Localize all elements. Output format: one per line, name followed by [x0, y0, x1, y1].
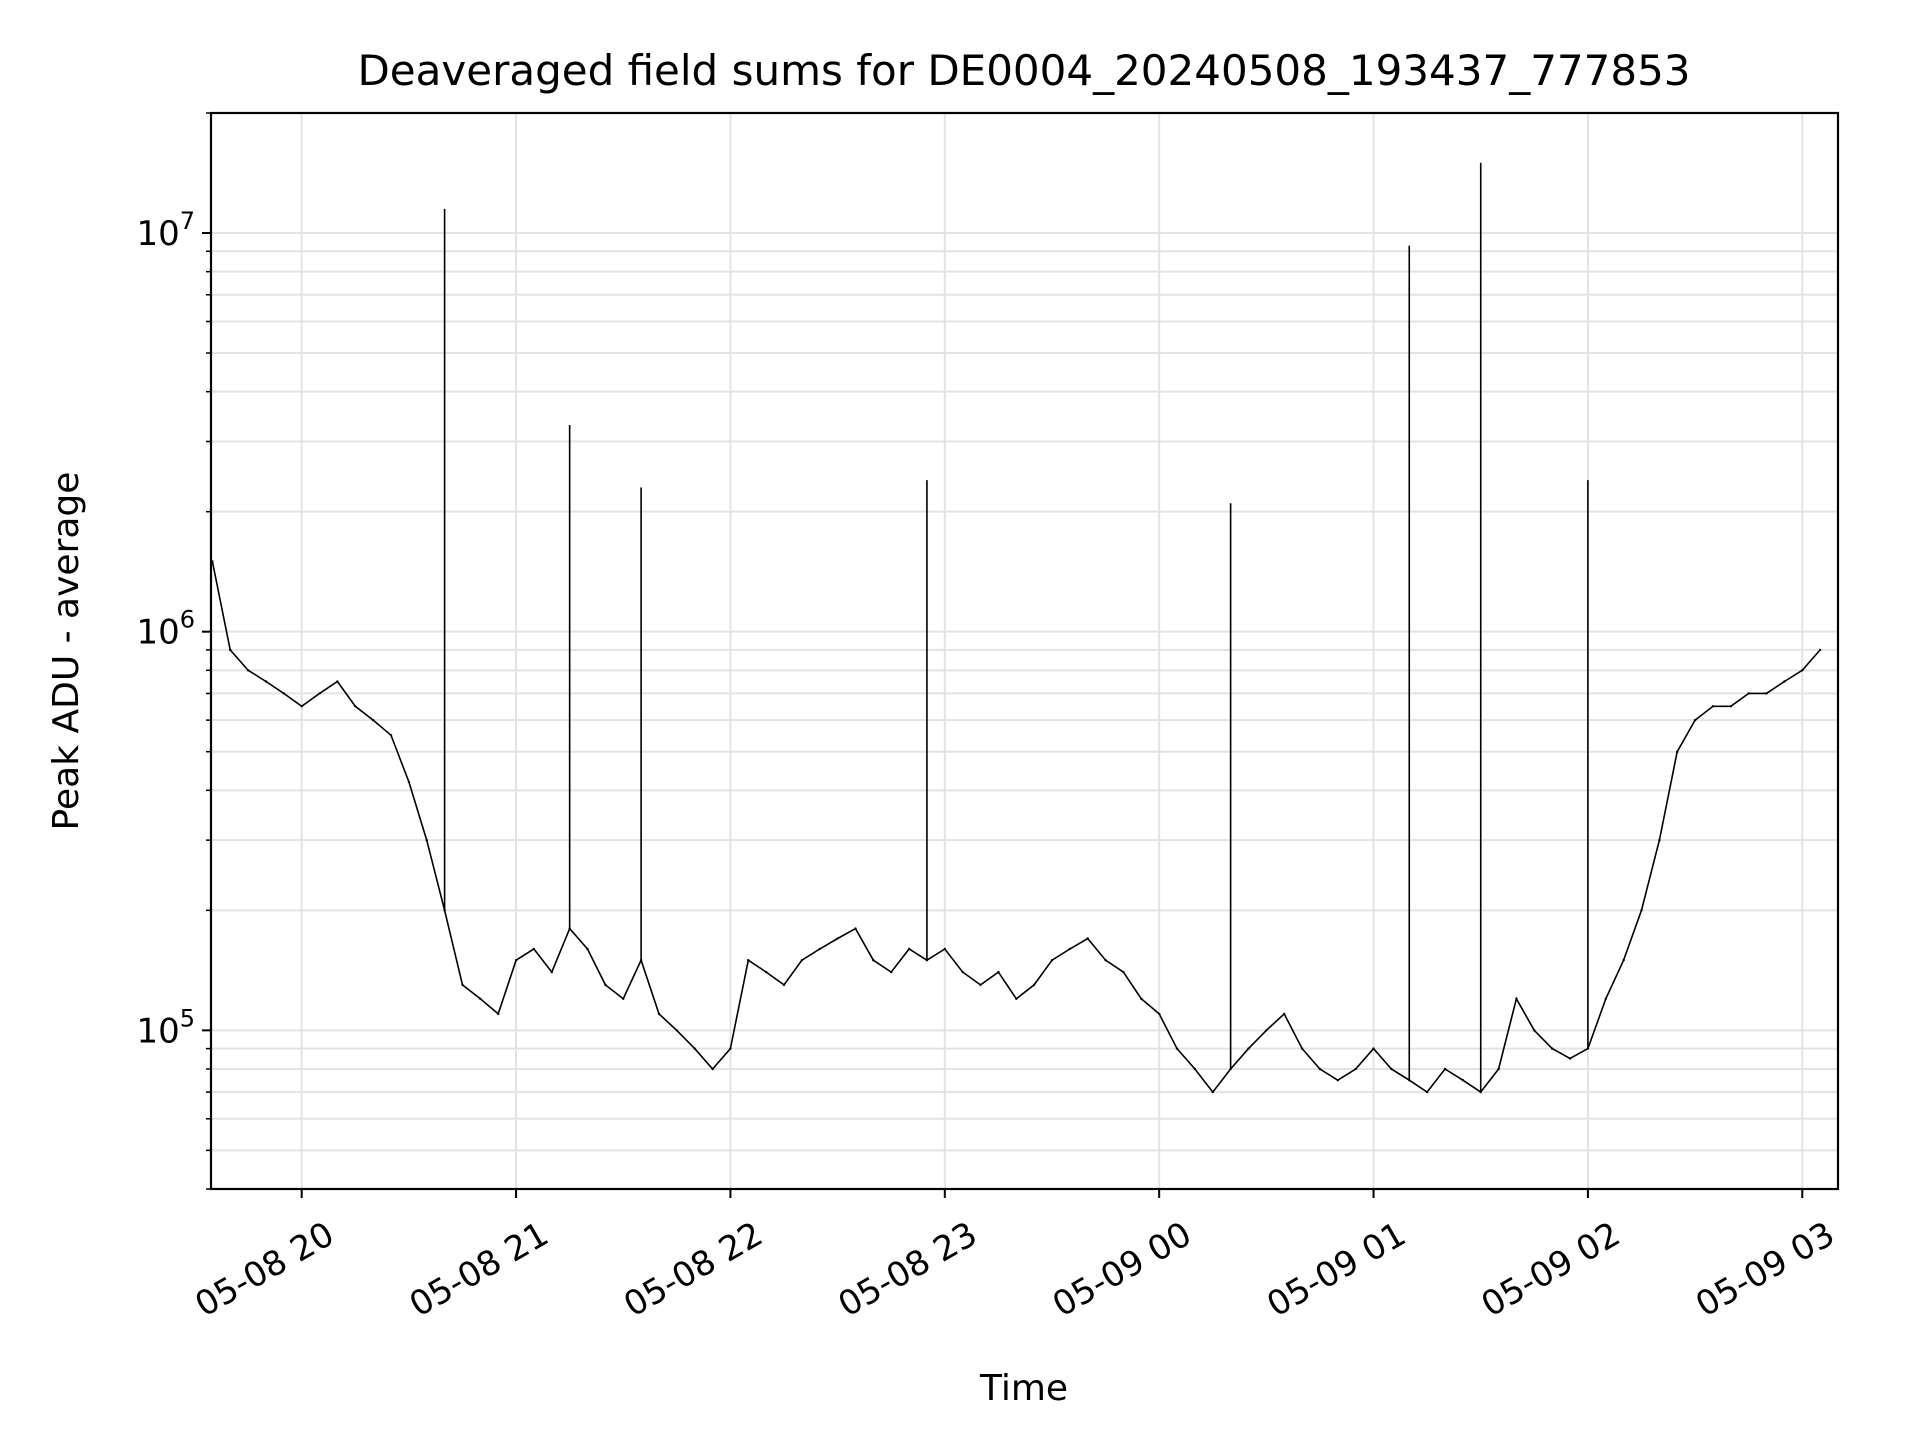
y-axis-label: Peak ADU - average	[46, 472, 87, 831]
data-point	[711, 1067, 714, 1071]
data-point	[246, 669, 250, 672]
data-point	[1247, 1047, 1250, 1050]
data-point	[1443, 1067, 1447, 1071]
data-point	[1801, 669, 1804, 672]
data-point	[979, 983, 982, 987]
data-point	[1015, 997, 1018, 1000]
series-layer	[211, 162, 1822, 1094]
data-point	[693, 1047, 696, 1050]
data-point	[907, 947, 911, 951]
data-point	[1265, 1029, 1268, 1032]
data-point	[622, 997, 625, 1000]
data-point	[997, 970, 1000, 974]
data-point	[1533, 1029, 1536, 1032]
data-point	[407, 780, 411, 784]
data-point	[1104, 959, 1107, 962]
data-point	[961, 970, 964, 974]
data-point	[282, 692, 285, 695]
y-tick-label: 107	[136, 207, 195, 254]
data-point	[1211, 1090, 1215, 1094]
data-point	[604, 983, 607, 987]
data-point	[1765, 692, 1768, 695]
data-point	[1818, 648, 1822, 652]
data-point	[514, 959, 518, 962]
data-point	[300, 705, 303, 708]
data-point	[229, 648, 232, 652]
data-point	[1336, 1079, 1340, 1082]
data-point	[1390, 1067, 1393, 1071]
data-point	[1658, 838, 1661, 842]
data-point	[1640, 909, 1643, 912]
data-point	[1032, 983, 1036, 987]
data-point	[1461, 1079, 1465, 1082]
data-point	[1568, 1057, 1572, 1060]
data-point	[586, 947, 589, 951]
data-point	[675, 1029, 678, 1032]
data-point	[1086, 937, 1089, 940]
data-point	[1783, 680, 1786, 683]
data-point	[1372, 1047, 1375, 1050]
data-point	[657, 1012, 661, 1016]
y-tick-exponent: 5	[180, 1004, 195, 1032]
data-point	[1300, 1047, 1304, 1050]
x-axis-label: Time	[979, 1368, 1068, 1409]
data-point	[1622, 959, 1625, 962]
data-point	[1354, 1067, 1357, 1071]
data-point	[461, 983, 464, 987]
data-point	[1122, 970, 1125, 974]
data-point	[1515, 997, 1518, 1000]
y-tick-base: 10	[136, 613, 179, 653]
y-tick-exponent: 6	[180, 606, 195, 634]
data-point	[497, 1012, 500, 1016]
data-point	[336, 680, 339, 683]
data-point	[854, 927, 857, 930]
data-point	[389, 734, 393, 737]
y-tick-base: 10	[136, 1011, 179, 1051]
data-point	[1711, 705, 1715, 708]
data-point	[1068, 947, 1072, 951]
data-point	[1693, 718, 1697, 722]
data-point	[1158, 1012, 1161, 1016]
data-point	[479, 997, 482, 1000]
data-point	[1747, 692, 1750, 695]
data-point	[1497, 1067, 1500, 1071]
data-point	[318, 692, 321, 695]
data-point	[1050, 959, 1054, 962]
data-point	[1193, 1067, 1197, 1071]
y-tick-base: 10	[136, 214, 179, 254]
data-point	[1140, 997, 1143, 1000]
data-point	[425, 838, 428, 842]
data-point	[729, 1047, 732, 1050]
y-tick-label: 106	[136, 606, 195, 653]
data-point	[1175, 1047, 1179, 1050]
data-point	[800, 959, 804, 962]
data-point	[550, 970, 553, 974]
data-point	[747, 959, 750, 962]
plot-frame	[209, 111, 1840, 1191]
data-point	[371, 718, 375, 722]
data-point	[354, 705, 357, 708]
data-point	[943, 947, 946, 951]
data-point	[1604, 997, 1608, 1000]
data-point	[1676, 750, 1679, 753]
data-point	[532, 947, 536, 951]
data-point	[1283, 1012, 1286, 1016]
tick-marks	[202, 112, 1804, 1198]
data-point	[264, 680, 268, 683]
data-point	[765, 970, 768, 974]
data-point	[818, 947, 821, 951]
data-point	[1425, 1090, 1429, 1094]
y-tick-label: 105	[136, 1004, 195, 1051]
y-tick-exponent: 7	[180, 207, 195, 235]
data-point	[1729, 705, 1733, 708]
chart-title: Deaveraged field sums for DE0004_2024050…	[357, 46, 1690, 95]
data-point	[1318, 1067, 1322, 1071]
data-point	[782, 983, 786, 987]
data-point	[890, 970, 893, 974]
data-point	[836, 937, 839, 940]
data-point	[1551, 1047, 1554, 1050]
data-point	[872, 959, 875, 962]
